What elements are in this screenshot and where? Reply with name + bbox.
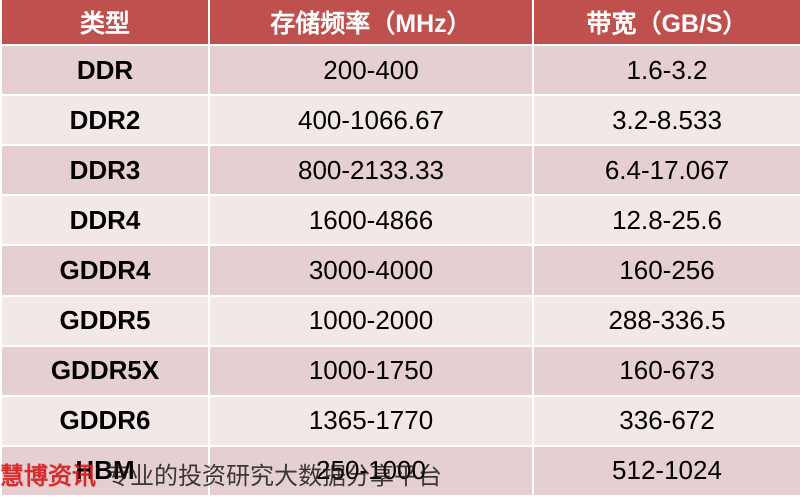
table-row: GDDR5 1000-2000 288-336.5 — [0, 295, 800, 347]
cell-type: GDDR5 — [0, 295, 210, 347]
cell-bandwidth: 160-256 — [532, 245, 800, 297]
cell-frequency: 3000-4000 — [208, 245, 534, 297]
cell-type: GDDR4 — [0, 245, 210, 297]
cell-bandwidth: 12.8-25.6 — [532, 195, 800, 247]
cell-type: DDR2 — [0, 95, 210, 147]
cell-bandwidth: 336-672 — [532, 395, 800, 447]
cell-type: DDR3 — [0, 145, 210, 197]
table-row: DDR4 1600-4866 12.8-25.6 — [0, 195, 800, 247]
table-row: DDR3 800-2133.33 6.4-17.067 — [0, 145, 800, 197]
cell-frequency: 1000-1750 — [208, 345, 534, 397]
header-bandwidth: 带宽（GB/S） — [532, 0, 800, 46]
cell-bandwidth: 160-673 — [532, 345, 800, 397]
cell-bandwidth: 1.6-3.2 — [532, 45, 800, 97]
cell-frequency: 250-1000 — [208, 445, 534, 497]
cell-type: HBM — [0, 445, 210, 497]
table-header-row: 类型 存储频率（MHz） 带宽（GB/S） — [0, 0, 800, 46]
cell-bandwidth: 512-1024 — [532, 445, 800, 497]
cell-frequency: 1365-1770 — [208, 395, 534, 447]
header-frequency: 存储频率（MHz） — [208, 0, 534, 46]
cell-bandwidth: 288-336.5 — [532, 295, 800, 347]
table-row: GDDR4 3000-4000 160-256 — [0, 245, 800, 297]
cell-frequency: 200-400 — [208, 45, 534, 97]
header-type: 类型 — [0, 0, 210, 46]
cell-frequency: 800-2133.33 — [208, 145, 534, 197]
cell-type: DDR — [0, 45, 210, 97]
table-row: DDR 200-400 1.6-3.2 — [0, 45, 800, 97]
cell-type: GDDR6 — [0, 395, 210, 447]
table-row: DDR2 400-1066.67 3.2-8.533 — [0, 95, 800, 147]
cell-bandwidth: 3.2-8.533 — [532, 95, 800, 147]
cell-type: GDDR5X — [0, 345, 210, 397]
table-row: GDDR6 1365-1770 336-672 — [0, 395, 800, 447]
cell-type: DDR4 — [0, 195, 210, 247]
cell-frequency: 400-1066.67 — [208, 95, 534, 147]
cell-frequency: 1000-2000 — [208, 295, 534, 347]
cell-bandwidth: 6.4-17.067 — [532, 145, 800, 197]
cell-frequency: 1600-4866 — [208, 195, 534, 247]
table-row: GDDR5X 1000-1750 160-673 — [0, 345, 800, 397]
table-row: HBM 250-1000 512-1024 — [0, 445, 800, 497]
